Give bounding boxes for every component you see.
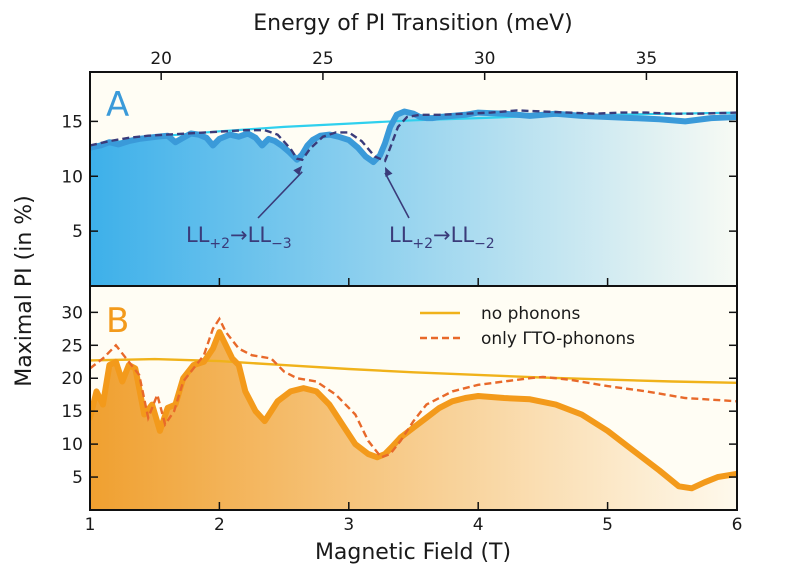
top-tick-label: 20 bbox=[150, 49, 172, 69]
top-tick-label: 25 bbox=[312, 49, 334, 69]
legend-no-phonons-label: no phonons bbox=[481, 304, 580, 324]
panel-a-gto-phonons-line bbox=[90, 109, 737, 163]
panel-b-letter: B bbox=[106, 301, 129, 341]
top-tick-label: 35 bbox=[636, 49, 658, 69]
panel-b-no-phonons-line bbox=[90, 357, 737, 384]
x-tick-label: 3 bbox=[343, 515, 354, 535]
annotation-label: LL+2→LL−3 bbox=[186, 223, 292, 252]
panel-b-y-ticks: 5 10 15 20 25 30 bbox=[61, 303, 737, 488]
x-tick-label: 5 bbox=[602, 515, 613, 535]
x-axis-bottom: 1 2 3 4 5 6 bbox=[85, 278, 743, 535]
panel-a-letter: A bbox=[106, 85, 129, 125]
plot-frame bbox=[89, 71, 738, 511]
annotation-arrow-head bbox=[293, 165, 303, 176]
panel-b-area-fill bbox=[90, 332, 737, 510]
top-tick-label: 30 bbox=[474, 49, 496, 69]
panel-frames bbox=[89, 71, 738, 511]
panel-a-full-line bbox=[90, 108, 737, 165]
x-tick-label: 6 bbox=[732, 515, 743, 535]
panel-b-y-tick-label: 10 bbox=[61, 435, 83, 455]
x-axis-top: 20 25 30 35 bbox=[150, 49, 657, 80]
panel-b-y-tick-label: 25 bbox=[61, 336, 83, 356]
x-tick-label: 2 bbox=[214, 515, 225, 535]
panel-a-y-tick-label: 10 bbox=[61, 167, 83, 187]
panel-a-area-fill bbox=[90, 111, 737, 286]
panel-b: 5 10 15 20 25 30 B no phonons only ΓTO-phonon… bbox=[61, 286, 737, 510]
x-tick-label: 4 bbox=[473, 515, 484, 535]
panel-a-annotations: LL+2→LL−3 LL+2→LL−2 bbox=[186, 165, 495, 252]
top-axis-title: Energy of PI Transition (meV) bbox=[253, 11, 573, 36]
panel-a: 5 10 15 A LL+2→LL−3 LL+2→LL−2 bbox=[61, 72, 737, 286]
panel-b-y-tick-label: 20 bbox=[61, 369, 83, 389]
panel-a-y-tick-label: 15 bbox=[61, 112, 83, 132]
annotation-label: LL+2→LL−2 bbox=[389, 223, 495, 252]
panel-a-y-ticks: 5 10 15 bbox=[61, 112, 737, 242]
legend: no phonons only ΓTO-phonons bbox=[420, 304, 635, 349]
x-axis-title: Magnetic Field (T) bbox=[315, 540, 511, 565]
legend-gto-phonons-label: only ΓTO-phonons bbox=[481, 329, 635, 349]
panel-b-y-tick-label: 5 bbox=[72, 468, 83, 488]
annotation-arrow-head bbox=[385, 166, 393, 177]
panel-b-y-tick-label: 15 bbox=[61, 402, 83, 422]
panel-a-y-tick-label: 5 bbox=[72, 222, 83, 242]
y-axis-title: Maximal PI (in %) bbox=[12, 195, 37, 386]
panel-b-y-tick-label: 30 bbox=[61, 303, 83, 323]
panel-b-gto-phonons-line bbox=[90, 316, 737, 459]
annotation-arrow-line bbox=[384, 172, 410, 219]
annotation-arrow-line bbox=[257, 171, 303, 219]
x-tick-label: 1 bbox=[85, 515, 96, 535]
panel-b-full-line bbox=[90, 329, 737, 492]
